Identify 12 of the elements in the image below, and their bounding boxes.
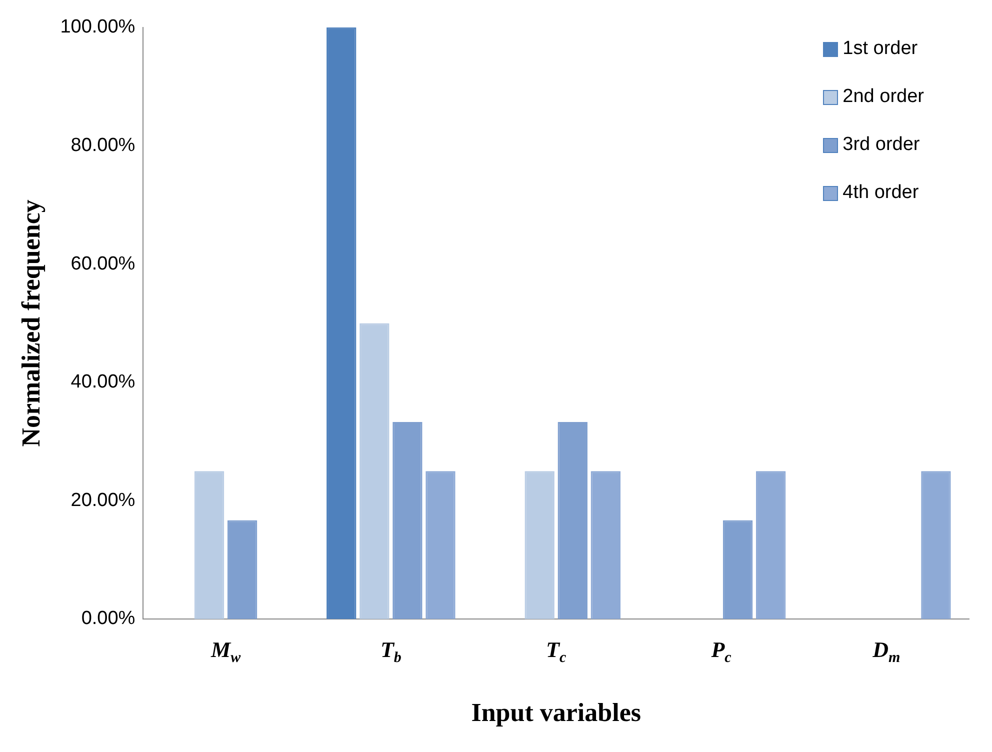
y-tick-label: 100.00% <box>60 16 136 38</box>
y-tick-label: 0.00% <box>81 608 136 630</box>
y-tick-label: 80.00% <box>70 134 136 156</box>
legend-label: 3rd order <box>842 134 920 156</box>
y-tick-label: 20.00% <box>70 490 136 511</box>
y-tick-label: 40.00% <box>70 372 136 393</box>
legend-label: 1st order <box>842 38 918 60</box>
x-axis-title: Input variables <box>471 698 641 728</box>
legend-label: 2nd order <box>842 86 924 108</box>
legend-label: 4th order <box>842 182 919 204</box>
y-axis-title: Normalized frequency <box>16 200 46 447</box>
y-tick-label: 60.00% <box>70 253 136 274</box>
